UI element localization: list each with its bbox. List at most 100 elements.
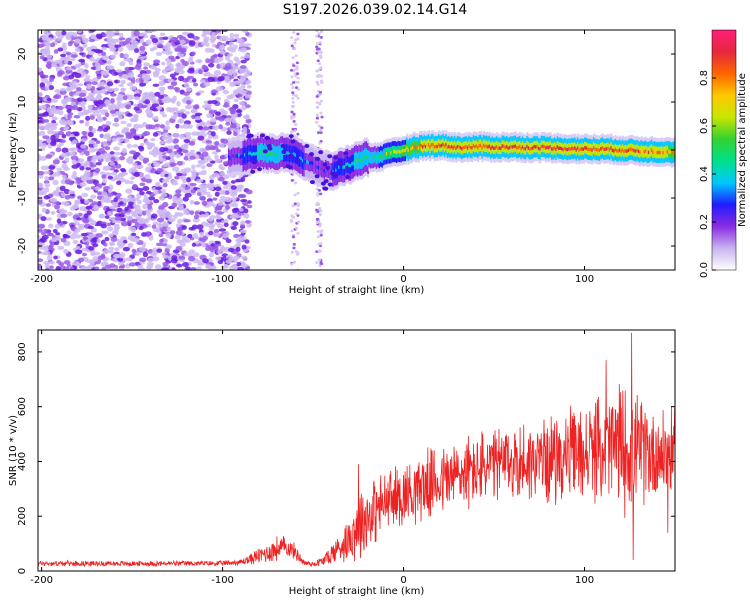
noise-cell xyxy=(80,265,89,270)
noise-cell xyxy=(119,201,124,205)
noise-cell xyxy=(40,165,47,171)
noise-cell xyxy=(204,47,212,53)
noise-cell xyxy=(107,88,114,93)
signal-cell xyxy=(365,154,368,159)
noise-cell xyxy=(141,232,147,237)
noise-cell xyxy=(109,151,115,155)
noise-cell xyxy=(129,176,136,180)
streak-cell xyxy=(293,202,297,206)
signal-cell xyxy=(419,143,422,148)
noise-cell xyxy=(120,120,127,125)
noise-cell xyxy=(64,194,71,200)
noise-cell xyxy=(214,191,220,197)
signal-cell xyxy=(359,158,362,163)
noise-cell xyxy=(95,94,103,100)
noise-cell xyxy=(175,189,182,194)
colorbar-tick-label: 0.6 xyxy=(699,118,710,134)
noise-cell xyxy=(74,63,81,69)
noise-cell xyxy=(72,32,78,38)
streak-cell xyxy=(296,76,300,80)
signal-cell xyxy=(330,169,334,174)
noise-cell xyxy=(89,56,95,62)
noise-cell xyxy=(154,264,162,270)
noise-cell xyxy=(233,74,238,78)
noise-cell xyxy=(102,134,110,140)
noise-cell xyxy=(71,80,78,84)
noise-cell xyxy=(200,221,208,227)
noise-cell xyxy=(118,103,126,109)
noise-cell xyxy=(235,128,241,134)
noise-cell xyxy=(59,87,67,92)
noise-cell xyxy=(64,179,72,185)
noise-cell xyxy=(175,223,181,229)
noise-cell xyxy=(121,147,128,154)
signal-cell xyxy=(500,146,503,150)
noise-cell xyxy=(169,152,176,158)
noise-cell xyxy=(96,191,102,195)
signal-cell xyxy=(656,150,659,155)
signal-cell xyxy=(471,146,474,150)
signal-cell xyxy=(265,152,268,156)
signal-cell xyxy=(445,142,448,147)
noise-cell xyxy=(124,179,130,185)
noise-cell xyxy=(41,207,47,213)
noise-cell xyxy=(229,93,236,99)
noise-cell xyxy=(177,218,183,224)
noise-cell xyxy=(185,87,193,92)
streak-cell xyxy=(315,261,319,264)
noise-cell xyxy=(55,147,62,153)
noise-cell xyxy=(46,54,53,59)
transition-cell xyxy=(315,156,321,161)
noise-cell xyxy=(109,205,116,210)
signal-cell xyxy=(277,153,280,157)
noise-cell xyxy=(61,133,67,139)
noise-cell xyxy=(208,230,214,236)
noise-cell xyxy=(233,33,240,38)
noise-cell xyxy=(225,115,232,119)
signal-cell xyxy=(394,149,397,154)
noise-cell xyxy=(152,83,160,87)
signal-cell xyxy=(366,156,370,161)
noise-cell xyxy=(94,168,100,174)
noise-cell xyxy=(207,134,213,140)
noise-cell xyxy=(230,225,237,231)
noise-cell xyxy=(109,109,117,114)
noise-cell xyxy=(218,116,225,122)
noise-cell xyxy=(115,96,122,102)
noise-cell xyxy=(231,81,237,87)
signal-cell xyxy=(497,146,500,150)
noise-cell xyxy=(168,107,176,113)
noise-cell xyxy=(240,84,246,90)
signal-cell xyxy=(474,145,477,149)
noise-cell xyxy=(82,218,90,224)
noise-cell xyxy=(159,124,166,129)
noise-cell xyxy=(239,68,246,74)
noise-cell xyxy=(238,208,244,212)
noise-cell xyxy=(181,261,189,268)
noise-cell xyxy=(38,228,44,233)
snr-ytick-label: 800 xyxy=(17,342,28,361)
signal-cell xyxy=(591,148,594,152)
signal-cell xyxy=(411,145,415,150)
signal-cell xyxy=(390,151,393,155)
streak-cell xyxy=(290,130,295,133)
signal-cell xyxy=(536,144,539,149)
noise-cell xyxy=(208,186,215,191)
streak-cell xyxy=(315,250,319,254)
noise-cell xyxy=(146,261,154,267)
noise-cell xyxy=(219,108,225,114)
transition-cell xyxy=(260,133,266,138)
signal-cell xyxy=(514,144,517,148)
noise-cell xyxy=(74,48,81,52)
noise-cell xyxy=(188,249,196,255)
noise-cell xyxy=(50,106,57,112)
noise-cell xyxy=(167,85,175,90)
noise-cell xyxy=(223,36,229,42)
streak-cell xyxy=(315,120,319,124)
noise-cell xyxy=(145,265,152,270)
noise-cell xyxy=(231,213,237,218)
noise-cell xyxy=(245,118,252,124)
signal-cell xyxy=(262,152,265,156)
signal-cell xyxy=(242,154,245,159)
noise-cell xyxy=(213,70,222,76)
